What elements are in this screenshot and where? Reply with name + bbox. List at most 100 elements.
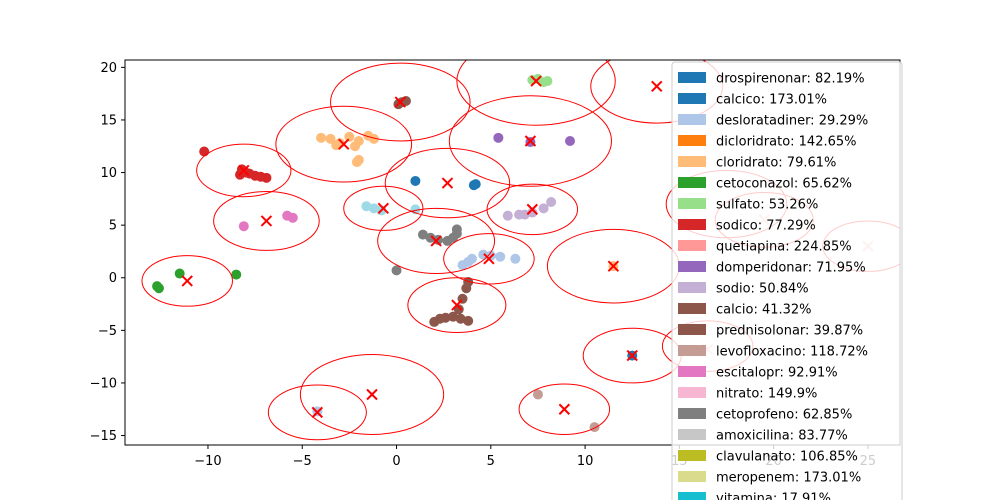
x-tick-label: 5 <box>487 454 495 469</box>
legend-swatch <box>678 135 706 146</box>
scatter-point <box>463 256 474 267</box>
cluster-circle <box>486 183 579 236</box>
scatter-point <box>455 313 466 324</box>
scatter-point <box>238 221 249 232</box>
legend-swatch <box>678 114 706 125</box>
centroid-marker <box>607 260 620 272</box>
centroid-stroke <box>483 253 495 265</box>
legend-label: vitamina: 17.91% <box>716 492 831 500</box>
centroid-marker <box>430 235 442 247</box>
centroid-stroke <box>441 177 454 189</box>
legend-label: nitrato: 149.9% <box>716 387 817 402</box>
legend-item: cloridrato: 79.61% <box>678 156 836 171</box>
y-tick-label: −10 <box>90 376 117 391</box>
scatter-point <box>546 197 557 208</box>
legend-label: cetoprofeno: 62.85% <box>716 408 852 423</box>
scatter-point <box>316 132 327 143</box>
centroid-marker <box>526 203 539 216</box>
centroid-stroke <box>394 96 407 108</box>
y-tick-label: 0 <box>109 271 117 286</box>
legend-label: escitalopr: 92.91% <box>716 366 838 381</box>
centroid-marker <box>483 253 495 265</box>
centroid-stroke <box>530 75 542 87</box>
centroid-marker <box>311 406 324 419</box>
cluster-circle <box>456 60 616 126</box>
cluster-circle <box>267 384 367 441</box>
x-tick-label: 0 <box>392 454 400 469</box>
legend-label: cloridrato: 79.61% <box>716 156 836 171</box>
legend-item: vitamina: 17.91% <box>678 492 831 500</box>
scatter-point <box>478 249 489 260</box>
y-tick-label: −5 <box>98 324 117 339</box>
scatter-point <box>532 389 543 400</box>
legend-swatch <box>678 261 706 272</box>
legend-box <box>671 61 903 500</box>
scatter-point <box>351 157 362 168</box>
legend-label: drospirenonar: 82.19% <box>716 72 865 87</box>
legend-item: cetoprofeno: 62.85% <box>678 408 852 423</box>
legend: drospirenonar: 82.19% calcico: 173.01% des… <box>671 61 903 500</box>
cluster-circle <box>343 185 424 231</box>
legend-label: meropenem: 173.01% <box>716 471 861 486</box>
cluster-circle <box>377 207 496 275</box>
legend-item: sulfato: 53.26% <box>678 198 818 213</box>
legend-swatch <box>678 429 706 440</box>
centroid-marker <box>394 96 407 108</box>
scatter-point <box>231 269 242 280</box>
legend-swatch <box>678 324 706 335</box>
scatter-point <box>527 207 538 218</box>
legend-swatch <box>678 303 706 314</box>
centroid-stroke <box>238 164 250 177</box>
legend-swatch <box>678 471 706 482</box>
legend-swatch <box>678 366 706 377</box>
legend-label: sodio: 50.84% <box>716 282 809 297</box>
scatter-point <box>589 422 600 433</box>
centroid-stroke <box>651 80 663 93</box>
legend-label: amoxicilina: 83.77% <box>716 429 848 444</box>
scatter-point <box>451 224 462 235</box>
centroid-marker <box>338 138 350 150</box>
legend-label: calcio: 41.32% <box>716 303 812 318</box>
scatter-point <box>470 179 481 190</box>
legend-item: nitrato: 149.9% <box>678 387 817 402</box>
cluster-circle <box>196 143 292 198</box>
centroid-marker <box>260 215 273 227</box>
centroid-stroke <box>338 138 350 150</box>
scatter-point <box>261 172 272 183</box>
scatter-point <box>565 135 576 146</box>
legend-swatch <box>678 198 706 209</box>
legend-item: desloratadiner: 29.29% <box>678 114 868 129</box>
legend-label: prednisolonar: 39.87% <box>716 324 863 339</box>
cluster-circle <box>141 255 233 307</box>
centroid-marker <box>441 177 454 189</box>
centroid-marker <box>366 388 378 401</box>
legend-item: sodico: 77.29% <box>678 219 816 234</box>
centroid-stroke <box>626 349 638 362</box>
scatter-point <box>495 251 506 262</box>
centroid-stroke <box>526 203 539 216</box>
legend-label: cetoconazol: 65.62% <box>716 177 852 192</box>
scatter-point <box>361 201 372 212</box>
legend-swatch <box>678 387 706 398</box>
legend-item: quetiapina: 224.85% <box>678 240 852 255</box>
legend-item: cetoconazol: 65.62% <box>678 177 852 192</box>
centroid-stroke <box>558 403 571 415</box>
legend-swatch <box>678 345 706 356</box>
centroid-marker <box>377 202 390 215</box>
scatter-point <box>199 146 210 157</box>
scatter-point <box>410 175 421 186</box>
centroid-stroke <box>260 215 273 227</box>
cluster-circle <box>448 95 612 187</box>
cluster-circle <box>330 62 471 142</box>
scatter-point <box>287 212 298 223</box>
legend-item: domperidonar: 71.95% <box>678 261 866 276</box>
legend-item: clavulanato: 106.85% <box>678 450 858 465</box>
cluster-circle <box>299 354 445 435</box>
scatter-point <box>542 76 553 87</box>
scatter-point <box>463 315 474 326</box>
centroid-stroke <box>524 135 537 147</box>
y-tick-label: 20 <box>100 61 117 76</box>
legend-label: clavulanato: 106.85% <box>716 450 858 465</box>
centroid-stroke <box>430 235 442 247</box>
scatter-point <box>493 132 504 143</box>
